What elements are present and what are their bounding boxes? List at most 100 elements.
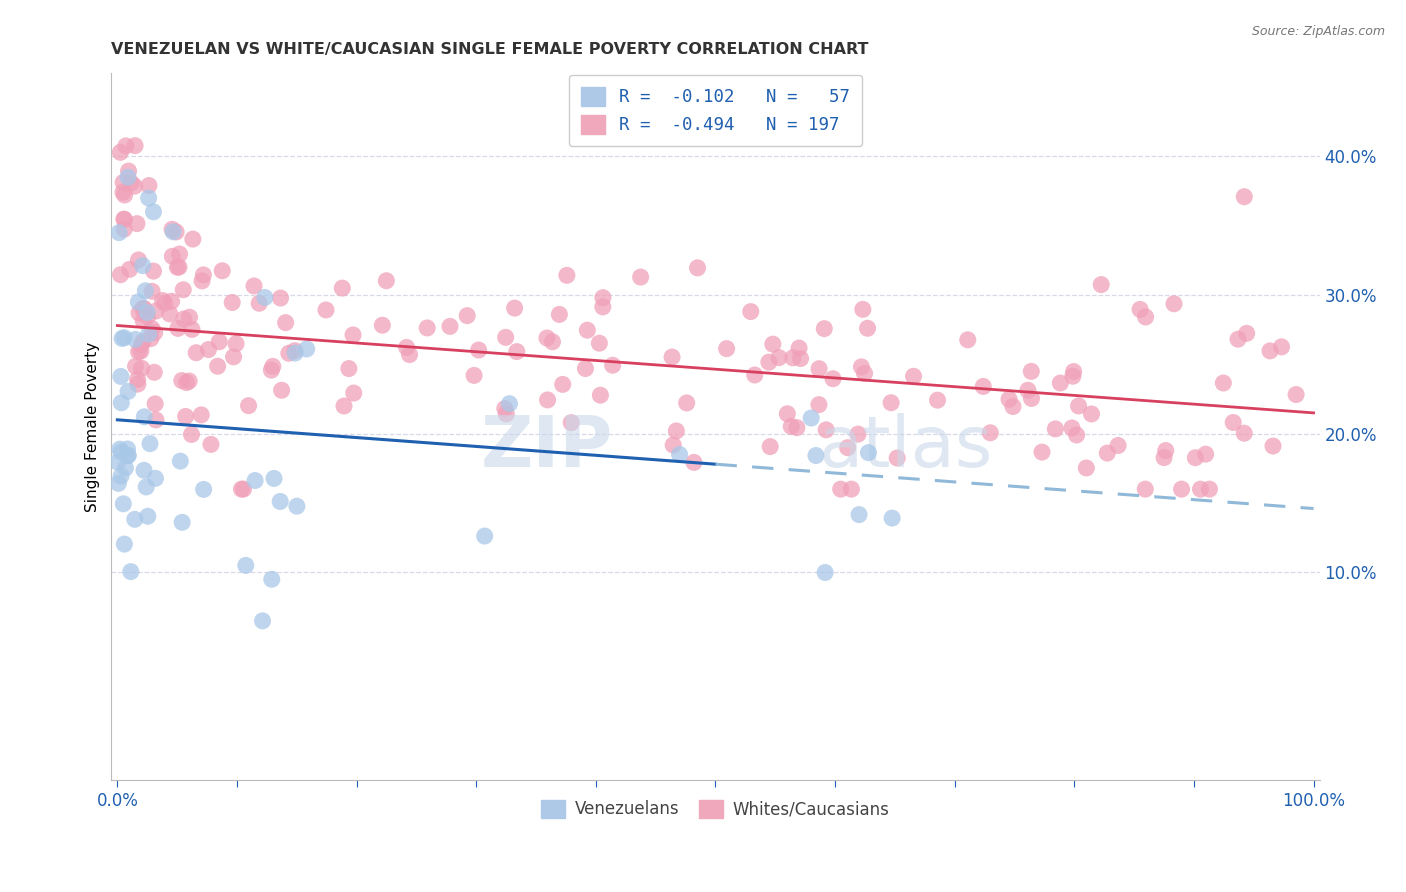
Point bbox=[1097, 446, 1119, 460]
Point bbox=[395, 340, 418, 354]
Point bbox=[231, 482, 253, 496]
Point bbox=[375, 274, 398, 288]
Point bbox=[120, 565, 142, 579]
Point bbox=[1261, 439, 1284, 453]
Point bbox=[1021, 392, 1043, 406]
Point bbox=[851, 359, 873, 374]
Point bbox=[165, 225, 187, 239]
Point bbox=[112, 212, 135, 227]
Point bbox=[112, 497, 135, 511]
Point bbox=[716, 342, 738, 356]
Point bbox=[1135, 482, 1157, 496]
Point bbox=[1163, 297, 1185, 311]
Point bbox=[115, 139, 138, 153]
Point bbox=[118, 262, 141, 277]
Point bbox=[253, 290, 276, 304]
Point bbox=[1184, 450, 1206, 465]
Text: atlas: atlas bbox=[818, 414, 993, 483]
Point bbox=[1049, 376, 1071, 390]
Point bbox=[886, 450, 908, 465]
Point bbox=[592, 300, 614, 314]
Point bbox=[759, 440, 782, 454]
Point bbox=[1233, 190, 1256, 204]
Point bbox=[780, 419, 803, 434]
Point bbox=[1222, 416, 1244, 430]
Point bbox=[110, 469, 132, 483]
Point bbox=[630, 270, 652, 285]
Point bbox=[143, 326, 166, 340]
Point bbox=[197, 343, 219, 357]
Point bbox=[588, 336, 610, 351]
Point bbox=[110, 369, 132, 384]
Point bbox=[1031, 445, 1053, 459]
Point bbox=[211, 264, 233, 278]
Point bbox=[143, 397, 166, 411]
Point bbox=[270, 291, 292, 305]
Point bbox=[208, 334, 231, 349]
Point bbox=[134, 284, 156, 298]
Point bbox=[179, 374, 201, 388]
Point bbox=[190, 408, 212, 422]
Point bbox=[315, 302, 337, 317]
Point bbox=[128, 306, 150, 320]
Legend: Venezuelans, Whites/Caucasians: Venezuelans, Whites/Caucasians bbox=[534, 793, 896, 825]
Point bbox=[260, 363, 283, 377]
Text: Source: ZipAtlas.com: Source: ZipAtlas.com bbox=[1251, 25, 1385, 38]
Point bbox=[800, 411, 823, 425]
Point bbox=[1270, 340, 1292, 354]
Point bbox=[592, 291, 614, 305]
Point bbox=[1227, 332, 1250, 346]
Point bbox=[1062, 369, 1084, 384]
Point bbox=[1080, 407, 1102, 421]
Point bbox=[117, 384, 139, 399]
Point bbox=[124, 512, 146, 526]
Point bbox=[998, 392, 1021, 407]
Point bbox=[114, 188, 136, 202]
Point bbox=[107, 455, 129, 469]
Point bbox=[129, 344, 152, 359]
Point bbox=[858, 445, 880, 459]
Point bbox=[162, 249, 184, 263]
Point bbox=[1107, 438, 1129, 452]
Point bbox=[110, 396, 132, 410]
Point bbox=[463, 368, 485, 383]
Point bbox=[112, 176, 135, 190]
Point bbox=[111, 185, 134, 199]
Point bbox=[536, 331, 558, 345]
Point bbox=[285, 499, 308, 513]
Point bbox=[112, 212, 135, 227]
Point bbox=[176, 376, 198, 390]
Point bbox=[342, 327, 364, 342]
Point bbox=[139, 332, 162, 346]
Point bbox=[555, 268, 578, 283]
Point bbox=[560, 416, 582, 430]
Point bbox=[330, 281, 353, 295]
Point bbox=[830, 482, 852, 496]
Point bbox=[124, 333, 146, 347]
Point bbox=[494, 401, 516, 416]
Point bbox=[252, 614, 274, 628]
Point bbox=[111, 331, 134, 345]
Point bbox=[1063, 365, 1085, 379]
Point bbox=[548, 307, 571, 321]
Point bbox=[786, 420, 808, 434]
Point bbox=[114, 461, 136, 475]
Point bbox=[110, 145, 132, 160]
Point bbox=[1170, 482, 1192, 496]
Point bbox=[170, 374, 193, 388]
Point bbox=[498, 397, 520, 411]
Point bbox=[787, 341, 810, 355]
Point bbox=[181, 322, 204, 336]
Point bbox=[135, 480, 157, 494]
Point bbox=[232, 482, 254, 496]
Point bbox=[782, 351, 804, 365]
Point bbox=[665, 424, 688, 438]
Point bbox=[927, 393, 949, 408]
Point bbox=[815, 423, 838, 437]
Point bbox=[132, 301, 155, 316]
Point bbox=[776, 407, 799, 421]
Point bbox=[1153, 450, 1175, 465]
Point bbox=[247, 296, 270, 310]
Point bbox=[142, 205, 165, 219]
Point bbox=[495, 407, 517, 421]
